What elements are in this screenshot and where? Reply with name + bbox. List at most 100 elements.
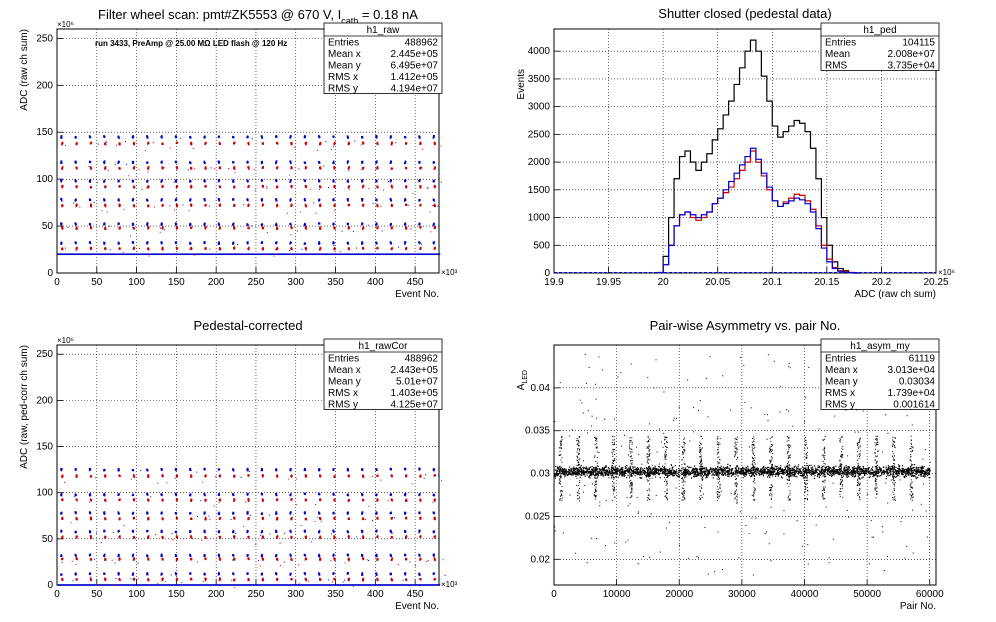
data-point-baseline xyxy=(359,584,361,586)
data-point xyxy=(190,499,193,502)
data-point-baseline xyxy=(123,253,126,256)
data-point-baseline xyxy=(432,253,434,256)
data-point xyxy=(275,241,278,244)
data-point-tail xyxy=(232,559,234,561)
data-point-tail xyxy=(311,541,313,543)
data-point-tail xyxy=(289,174,291,176)
data-point-baseline xyxy=(94,253,96,256)
data-point xyxy=(176,536,179,539)
data-point-baseline xyxy=(412,253,414,256)
data-point xyxy=(669,474,672,476)
data-point xyxy=(261,572,264,575)
data-point xyxy=(561,468,563,470)
data-point-baseline xyxy=(366,253,368,256)
data-point-baseline xyxy=(392,253,394,256)
data-point xyxy=(419,535,422,538)
data-point xyxy=(832,473,835,475)
data-point xyxy=(104,227,107,230)
data-point xyxy=(361,198,364,201)
data-point xyxy=(147,205,150,208)
data-point-baseline xyxy=(323,253,325,256)
y-tick-label: 0 xyxy=(47,268,53,279)
data-point-baseline xyxy=(167,253,169,256)
data-point xyxy=(291,536,293,539)
data-point xyxy=(702,467,704,469)
data-point-baseline xyxy=(384,584,386,586)
data-point xyxy=(347,468,349,471)
data-point-baseline xyxy=(58,584,61,586)
data-point xyxy=(826,469,828,472)
data-point xyxy=(61,143,63,146)
data-point-baseline xyxy=(87,584,89,586)
data-point xyxy=(775,474,777,476)
data-point xyxy=(190,204,193,207)
data-point-tail xyxy=(171,253,173,255)
data-point xyxy=(219,142,222,145)
y-tick-label: 2500 xyxy=(528,129,551,140)
data-point xyxy=(205,518,207,521)
data-point xyxy=(846,474,849,476)
data-point-baseline xyxy=(276,584,278,586)
data-point xyxy=(176,517,179,520)
data-point-tail xyxy=(368,188,370,190)
data-point xyxy=(161,474,164,477)
data-point-baseline xyxy=(427,253,429,256)
data-point-tail xyxy=(409,561,411,563)
data-point-baseline xyxy=(218,584,220,586)
data-point-tail xyxy=(235,252,237,254)
data-point xyxy=(913,468,915,470)
data-point xyxy=(837,471,839,473)
data-point-baseline xyxy=(89,584,91,586)
data-point-baseline xyxy=(112,253,114,256)
data-point-baseline xyxy=(120,584,123,586)
data-point xyxy=(248,558,250,561)
data-point-tail xyxy=(344,579,346,581)
data-point xyxy=(332,160,335,163)
data-point xyxy=(656,469,658,471)
data-point-baseline xyxy=(86,584,88,586)
data-point-baseline xyxy=(316,584,318,586)
x-tick-label: 200 xyxy=(208,277,225,288)
data-point xyxy=(806,473,808,475)
data-point xyxy=(334,166,336,169)
data-point-baseline xyxy=(334,253,337,256)
data-point-tail xyxy=(95,477,97,479)
data-point xyxy=(706,475,708,478)
data-point xyxy=(119,203,121,206)
data-point xyxy=(246,242,249,245)
histogram-series-0 xyxy=(657,39,860,274)
data-point xyxy=(581,468,583,470)
data-point xyxy=(60,199,63,202)
data-point xyxy=(291,167,293,170)
stats-row-value: 1.403e+05 xyxy=(390,388,438,399)
data-point xyxy=(433,203,436,206)
data-point-baseline xyxy=(310,253,312,256)
data-point xyxy=(868,470,871,473)
data-point xyxy=(610,472,613,475)
y-tick-label: 4000 xyxy=(528,46,551,57)
data-point xyxy=(811,469,813,471)
data-point-baseline xyxy=(197,253,199,256)
data-point xyxy=(632,471,635,473)
data-point-tail xyxy=(279,542,281,544)
data-point xyxy=(290,572,292,575)
data-point xyxy=(726,474,728,476)
data-point-tail xyxy=(109,249,111,251)
data-point-tail xyxy=(284,532,286,534)
data-point xyxy=(175,135,178,138)
data-point-baseline xyxy=(124,584,127,586)
data-point-baseline xyxy=(350,253,352,256)
data-point xyxy=(684,467,686,469)
data-point-baseline xyxy=(378,584,381,586)
data-point-baseline xyxy=(220,584,222,586)
data-point xyxy=(750,472,752,474)
data-point-baseline xyxy=(405,584,407,586)
data-point-baseline xyxy=(228,253,231,256)
data-point-baseline xyxy=(163,253,166,256)
data-point xyxy=(579,476,581,478)
data-point xyxy=(852,475,854,477)
data-point-tail xyxy=(64,144,66,146)
data-point xyxy=(740,471,742,473)
data-point-baseline xyxy=(82,584,84,586)
data-point xyxy=(758,469,760,471)
